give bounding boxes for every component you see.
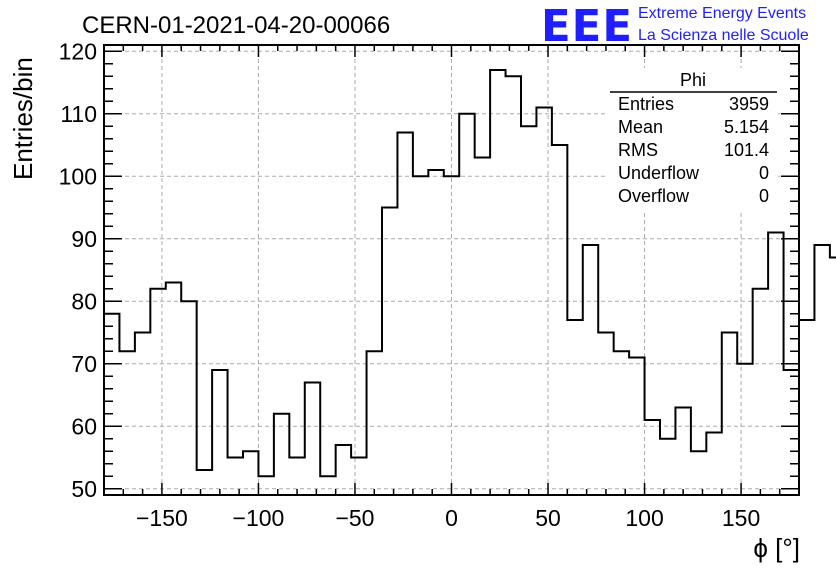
stats-box: Phi Entries 3959 Mean 5.154 RMS 101.4 Un…: [608, 68, 778, 213]
eee-logo-line2: La Scienza nelle Scuole: [638, 27, 809, 44]
x-tick-label: 0: [445, 505, 458, 531]
grid-lines: [104, 45, 799, 495]
stats-value-entries: 3959: [729, 94, 769, 114]
x-tick-label: −50: [335, 505, 374, 531]
eee-logo-line1: Extreme Energy Events: [638, 5, 806, 22]
y-tick-labels: 50 60 70 80 90 100 110 120: [59, 38, 97, 502]
stats-label-entries: Entries: [618, 94, 674, 114]
y-tick-label: 60: [71, 413, 97, 439]
chart-title: CERN-01-2021-04-20-00066: [82, 12, 390, 39]
y-tick-label: 120: [59, 38, 97, 64]
stats-label-overflow: Overflow: [618, 186, 690, 206]
stats-label-rms: RMS: [618, 140, 658, 160]
x-tick-label: −100: [233, 505, 285, 531]
eee-logo-mark: EEE: [541, 1, 633, 52]
x-axis-title: ϕ [°]: [753, 533, 800, 563]
y-tick-label: 90: [71, 226, 97, 252]
stats-label-mean: Mean: [618, 117, 663, 137]
y-tick-label: 70: [71, 351, 97, 377]
histogram-steps: [104, 69, 836, 478]
stats-value-overflow: 0: [759, 186, 769, 206]
x-tick-label: 100: [625, 505, 663, 531]
y-tick-label: 50: [71, 476, 97, 502]
x-tick-label: 50: [535, 505, 561, 531]
axis-ticks: [104, 45, 799, 495]
x-tick-labels: −150 −100 −50 0 50 100 150: [136, 505, 760, 531]
x-tick-label: −150: [136, 505, 188, 531]
stats-box-title: Phi: [680, 70, 706, 90]
stats-value-mean: 5.154: [724, 117, 769, 137]
stats-value-underflow: 0: [759, 163, 769, 183]
x-tick-label: 150: [722, 505, 760, 531]
y-tick-label: 80: [71, 288, 97, 314]
y-tick-label: 100: [59, 163, 97, 189]
y-tick-label: 110: [60, 101, 97, 127]
stats-label-underflow: Underflow: [618, 163, 700, 183]
stats-value-rms: 101.4: [724, 140, 769, 160]
eee-logo: EEE Extreme Energy Events La Scienza nel…: [541, 1, 809, 52]
y-axis-title: Entries/bin: [8, 57, 38, 180]
